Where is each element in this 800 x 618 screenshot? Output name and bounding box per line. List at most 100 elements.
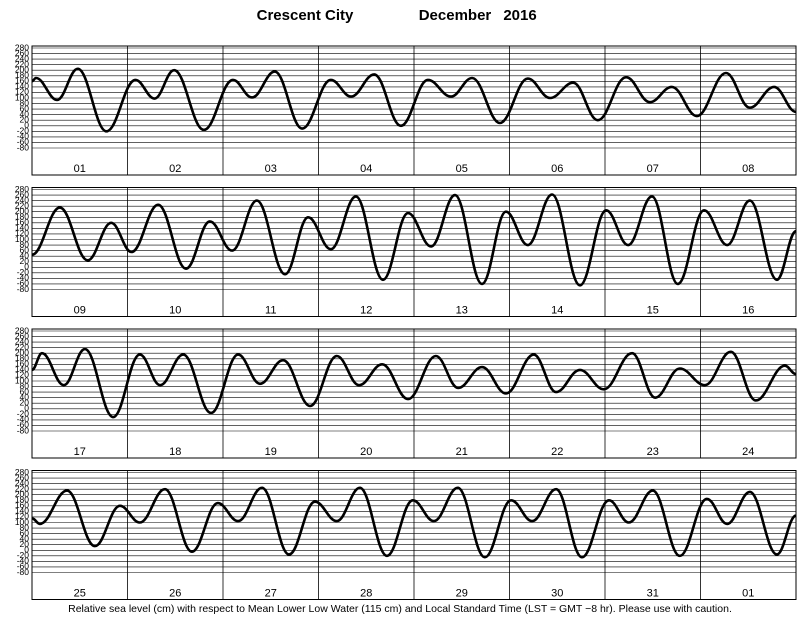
y-tick-label: 200 xyxy=(15,64,29,74)
y-tick-label: 260 xyxy=(15,48,29,58)
y-tick-label: 60 xyxy=(20,103,30,113)
y-tick-label: 20 xyxy=(20,397,30,407)
y-tick-label: 280 xyxy=(15,467,29,477)
y-tick-label: -80 xyxy=(17,567,30,577)
day-label: 21 xyxy=(456,446,468,458)
y-tick-label: 20 xyxy=(20,539,30,549)
day-label: 23 xyxy=(647,446,659,458)
y-tick-label: 240 xyxy=(15,478,29,488)
y-tick-label: 0 xyxy=(24,120,29,130)
year: 2016 xyxy=(503,7,536,24)
day-label: 25 xyxy=(74,587,86,599)
tide-curve xyxy=(31,486,797,559)
y-tick-label: 180 xyxy=(15,70,29,80)
y-tick-label: 160 xyxy=(15,500,29,510)
y-tick-label: 0 xyxy=(24,262,29,272)
y-tick-label: 40 xyxy=(20,392,30,402)
y-tick-label: 220 xyxy=(15,200,29,210)
y-tick-label: 260 xyxy=(15,189,29,199)
day-label: 02 xyxy=(169,163,181,175)
y-tick-label: 40 xyxy=(20,250,30,260)
y-tick-label: 200 xyxy=(15,206,29,216)
y-tick-label: -40 xyxy=(17,131,30,141)
day-label: 28 xyxy=(360,587,372,599)
y-tick-label: 100 xyxy=(15,234,29,244)
y-tick-label: 80 xyxy=(20,239,30,249)
day-label: 09 xyxy=(74,304,86,316)
y-tick-label: 60 xyxy=(20,528,30,538)
title: Crescent City xyxy=(257,7,354,24)
y-tick-label: 280 xyxy=(15,184,29,194)
day-label: 08 xyxy=(742,163,754,175)
y-tick-label: 40 xyxy=(20,533,30,543)
panel-frame xyxy=(31,328,797,459)
month: December xyxy=(419,7,492,24)
y-tick-label: -80 xyxy=(17,425,30,435)
y-tick-label: 220 xyxy=(15,483,29,493)
day-label: 20 xyxy=(360,446,372,458)
y-tick-label: 180 xyxy=(15,353,29,363)
y-tick-label: 280 xyxy=(15,42,29,52)
y-tick-label: 160 xyxy=(15,359,29,369)
y-tick-label: 220 xyxy=(15,59,29,69)
tide-curve xyxy=(31,193,798,287)
day-label: 24 xyxy=(742,446,754,458)
y-tick-label: 140 xyxy=(15,223,29,233)
y-tick-label: 180 xyxy=(15,212,29,222)
y-tick-label: -40 xyxy=(17,414,30,424)
y-tick-label: -60 xyxy=(17,137,30,147)
day-label: 11 xyxy=(265,304,276,316)
y-tick-label: -60 xyxy=(17,420,30,430)
y-tick-label: 240 xyxy=(15,336,29,346)
y-tick-label: -80 xyxy=(17,284,30,294)
y-tick-label: 100 xyxy=(15,92,29,102)
day-label: 22 xyxy=(551,446,563,458)
y-tick-label: -40 xyxy=(17,273,30,283)
y-tick-label: 20 xyxy=(20,114,30,124)
day-label: 03 xyxy=(265,163,277,175)
y-tick-label: -20 xyxy=(17,126,30,136)
y-tick-label: 100 xyxy=(15,517,29,527)
y-tick-label: -80 xyxy=(17,142,30,152)
day-label: 10 xyxy=(169,304,181,316)
y-tick-label: 240 xyxy=(15,53,29,63)
y-tick-label: 80 xyxy=(20,98,30,108)
y-tick-label: 80 xyxy=(20,381,30,391)
y-tick-label: 260 xyxy=(15,331,29,341)
y-tick-label: 140 xyxy=(15,364,29,374)
panel-frame xyxy=(31,470,797,600)
y-tick-label: -40 xyxy=(17,556,30,566)
day-label: 27 xyxy=(265,587,277,599)
footnote: Relative sea level (cm) with respect to … xyxy=(68,603,732,615)
y-tick-label: 160 xyxy=(15,217,29,227)
y-tick-label: 40 xyxy=(20,109,30,119)
y-tick-label: -60 xyxy=(17,561,30,571)
day-label: 29 xyxy=(456,587,468,599)
y-tick-label: 220 xyxy=(15,342,29,352)
tide-curve xyxy=(31,347,797,419)
y-tick-label: -20 xyxy=(17,267,30,277)
y-tick-label: 60 xyxy=(20,245,30,255)
day-label: 07 xyxy=(647,163,659,175)
y-tick-label: 120 xyxy=(15,370,29,380)
day-label: 13 xyxy=(456,304,468,316)
y-tick-label: -20 xyxy=(17,409,30,419)
y-tick-label: 200 xyxy=(15,347,29,357)
y-tick-label: 260 xyxy=(15,472,29,482)
y-tick-label: 140 xyxy=(15,81,29,91)
day-label: 31 xyxy=(647,587,659,599)
y-tick-label: 60 xyxy=(20,386,30,396)
y-tick-label: 0 xyxy=(24,403,29,413)
day-label: 18 xyxy=(169,446,181,458)
day-label: 19 xyxy=(265,446,277,458)
y-tick-label: 100 xyxy=(15,375,29,385)
day-label: 01 xyxy=(742,587,754,599)
panel-frame xyxy=(31,45,797,176)
day-label: 04 xyxy=(360,163,372,175)
day-label: 15 xyxy=(647,304,659,316)
panel-frame xyxy=(31,187,797,317)
day-label: 01 xyxy=(74,163,86,175)
y-tick-label: 200 xyxy=(15,489,29,499)
y-tick-label: 120 xyxy=(15,87,29,97)
y-tick-label: 240 xyxy=(15,195,29,205)
